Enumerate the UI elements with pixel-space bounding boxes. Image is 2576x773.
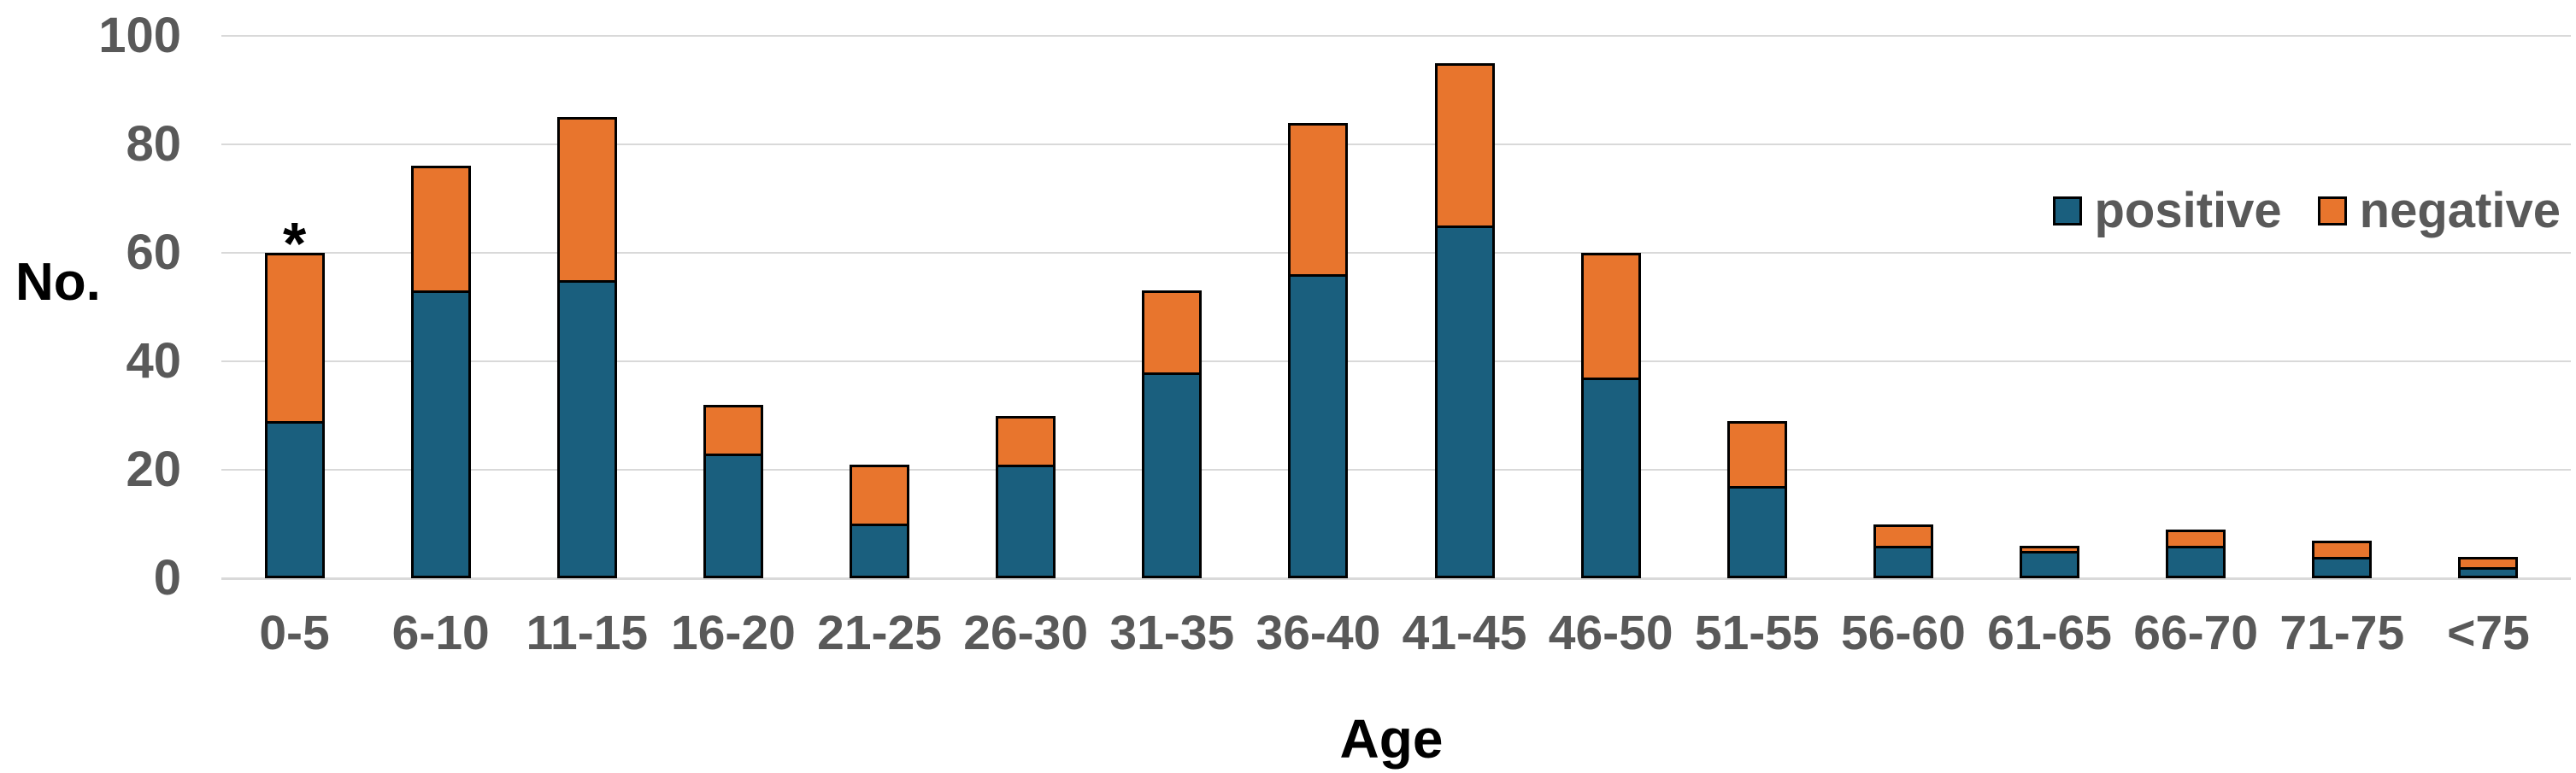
gridline-y-40: [221, 360, 2571, 362]
bar-71-75-negative-segment: [2314, 542, 2370, 559]
x-tick-71-75: 71-75: [2279, 606, 2405, 660]
legend-label-positive: positive: [2094, 183, 2282, 238]
x-tick-lt75: <75: [2447, 606, 2530, 660]
bar-11-15-negative-segment: [559, 120, 615, 283]
gridline-y-100: [221, 35, 2571, 37]
bar-11-15: [556, 117, 617, 578]
bar-31-35: [1142, 290, 1203, 578]
x-axis-title: Age: [1339, 708, 1444, 770]
x-tick-56-60: 56-60: [1841, 606, 1966, 660]
bar-71-75: [2312, 540, 2373, 578]
bar-36-40-negative-segment: [1291, 125, 1346, 278]
bar-41-45-negative-segment: [1437, 65, 1492, 229]
y-tick-60: 60: [126, 225, 181, 280]
bar-26-30-negative-segment: [998, 418, 1054, 467]
y-tick-80: 80: [126, 116, 181, 172]
bar-61-65: [2020, 545, 2080, 578]
x-tick-6-10: 6-10: [391, 606, 490, 660]
bar-51-55-negative-segment: [1729, 423, 1785, 489]
negative-series-swatch: [2317, 196, 2347, 225]
x-tick-46-50: 46-50: [1548, 606, 1673, 660]
bar-16-20: [703, 404, 763, 578]
x-tick-26-30: 26-30: [963, 606, 1089, 660]
legend-item-positive: positive: [2052, 183, 2282, 239]
bar-0-5-negative-segment: [267, 255, 322, 424]
y-tick-40: 40: [126, 333, 181, 389]
bar-21-25: [850, 464, 910, 578]
x-tick-0-5: 0-5: [259, 606, 330, 660]
y-axis-title: No.: [15, 253, 101, 312]
bar-6-10: [410, 166, 471, 578]
x-tick-31-35: 31-35: [1109, 606, 1235, 660]
gridline-y-60: [221, 252, 2571, 254]
x-tick-36-40: 36-40: [1256, 606, 1381, 660]
bar-31-35-negative-segment: [1144, 293, 1200, 375]
x-tick-61-65: 61-65: [1987, 606, 2112, 660]
bar-41-45: [1434, 62, 1495, 578]
x-tick-41-45: 41-45: [1402, 606, 1527, 660]
y-tick-100: 100: [98, 8, 181, 63]
bar-26-30: [996, 415, 1056, 578]
bar-lt75: [2458, 556, 2519, 578]
bar-lt75-negative-segment: [2461, 559, 2516, 571]
bar-46-50: [1580, 253, 1641, 578]
legend: positive negative: [2052, 183, 2561, 239]
bar-6-10-negative-segment: [413, 168, 468, 294]
bar-21-25-negative-segment: [852, 466, 908, 527]
bar-51-55: [1726, 420, 1787, 578]
bar-56-60: [1873, 524, 1933, 578]
bar-66-70-negative-segment: [2168, 531, 2224, 548]
gridline-y-0: [221, 577, 2571, 580]
bar-0-5: [264, 253, 325, 578]
x-tick-21-25: 21-25: [817, 606, 942, 660]
bar-16-20-negative-segment: [705, 407, 761, 456]
bar-56-60-negative-segment: [1875, 526, 1931, 548]
x-tick-11-15: 11-15: [526, 606, 649, 660]
x-tick-66-70: 66-70: [2133, 606, 2259, 660]
y-tick-0: 0: [153, 550, 181, 606]
significance-asterisk: *: [282, 210, 307, 277]
legend-item-negative: negative: [2317, 183, 2561, 239]
bar-46-50-negative-segment: [1583, 255, 1638, 381]
legend-label-negative: negative: [2359, 183, 2561, 238]
bar-36-40: [1288, 122, 1349, 578]
gridline-y-80: [221, 143, 2571, 145]
gridline-y-20: [221, 469, 2571, 471]
x-tick-16-20: 16-20: [671, 606, 796, 660]
positive-series-swatch: [2052, 196, 2082, 225]
y-tick-20: 20: [126, 442, 181, 497]
x-tick-51-55: 51-55: [1694, 606, 1820, 660]
bar-61-65-negative-segment: [2022, 548, 2078, 554]
bar-66-70: [2166, 529, 2226, 578]
